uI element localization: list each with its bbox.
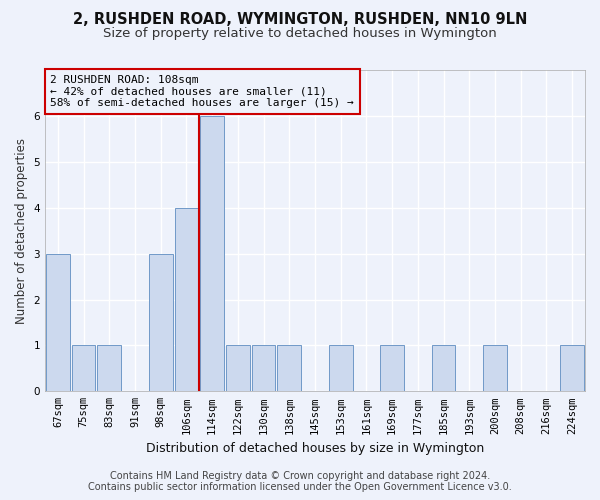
Bar <box>432 346 455 392</box>
Bar <box>380 346 404 392</box>
Bar <box>329 346 353 392</box>
Text: 2 RUSHDEN ROAD: 108sqm
← 42% of detached houses are smaller (11)
58% of semi-det: 2 RUSHDEN ROAD: 108sqm ← 42% of detached… <box>50 75 354 108</box>
X-axis label: Distribution of detached houses by size in Wymington: Distribution of detached houses by size … <box>146 442 484 455</box>
Bar <box>46 254 70 392</box>
Bar <box>252 346 275 392</box>
Bar <box>277 346 301 392</box>
Bar <box>72 346 95 392</box>
Text: Contains HM Land Registry data © Crown copyright and database right 2024.
Contai: Contains HM Land Registry data © Crown c… <box>88 471 512 492</box>
Text: Size of property relative to detached houses in Wymington: Size of property relative to detached ho… <box>103 28 497 40</box>
Bar <box>149 254 173 392</box>
Text: 2, RUSHDEN ROAD, WYMINGTON, RUSHDEN, NN10 9LN: 2, RUSHDEN ROAD, WYMINGTON, RUSHDEN, NN1… <box>73 12 527 28</box>
Bar <box>560 346 584 392</box>
Y-axis label: Number of detached properties: Number of detached properties <box>15 138 28 324</box>
Bar <box>483 346 507 392</box>
Bar <box>97 346 121 392</box>
Bar <box>226 346 250 392</box>
Bar <box>200 116 224 392</box>
Bar <box>175 208 198 392</box>
